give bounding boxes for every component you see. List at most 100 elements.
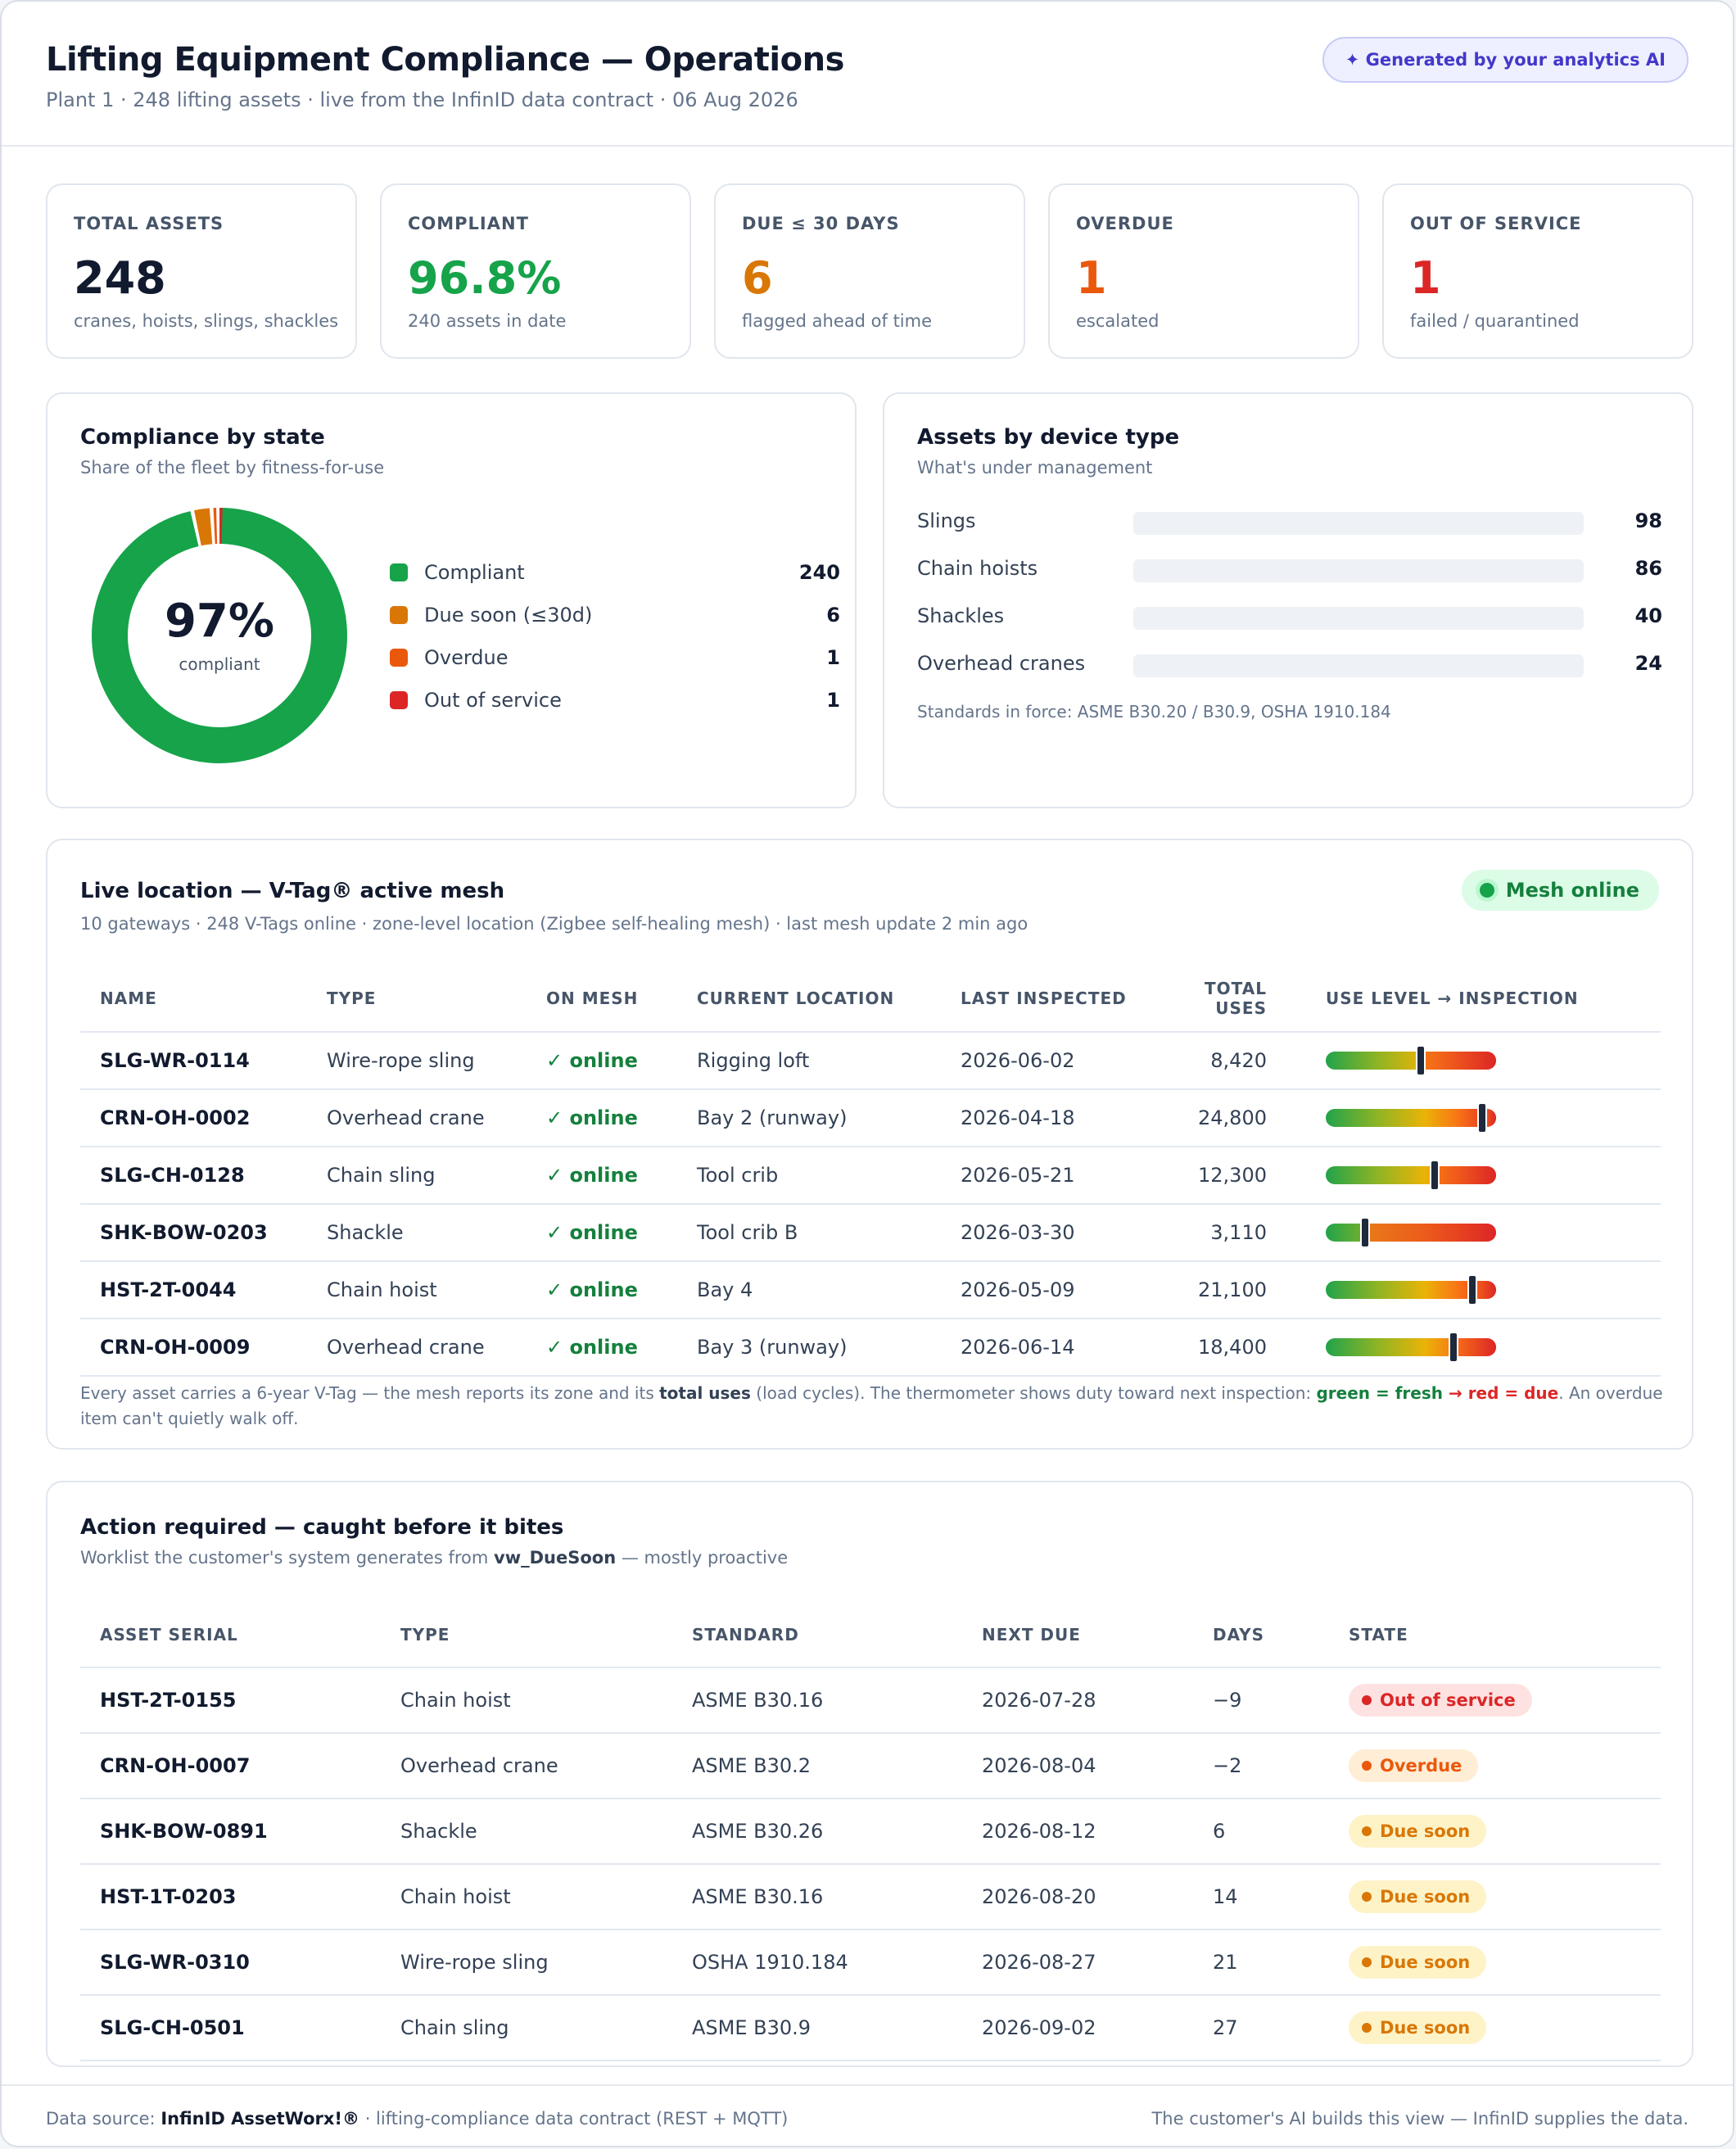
use-level-thermometer (1326, 1045, 1496, 1076)
ai-generated-badge[interactable]: ✦ Generated by your analytics AI (1322, 37, 1689, 83)
standard: ASME B30.16 (672, 1864, 962, 1930)
use-level-cell (1306, 1147, 1661, 1205)
subtitle-text: — mostly proactive (616, 1548, 789, 1568)
mesh-status: ✓ online (527, 1032, 677, 1090)
note-text: Every asset carries a 6-year V-Tag — the… (80, 1383, 660, 1403)
next-due: 2026-09-02 (962, 1995, 1193, 2061)
days-remaining: −2 (1193, 1733, 1329, 1799)
note-text: (load cycles). The thermometer shows dut… (750, 1383, 1317, 1403)
device-type-bar-track (1133, 559, 1584, 582)
legend-label: Compliant (424, 561, 525, 584)
table-row[interactable]: HST-2T-0044 Chain hoist ✓ online Bay 4 2026-… (80, 1261, 1661, 1319)
table-row[interactable]: CRN-OH-0007 Overhead crane ASME B30.2 2026-… (80, 1733, 1661, 1799)
status-badge: Due soon (1349, 1880, 1487, 1913)
next-due: 2026-08-12 (962, 1798, 1193, 1865)
live-location-table: NAME TYPE ON MESH CURRENT LOCATION LAST … (80, 965, 1661, 1377)
column-header-next-due[interactable]: NEXT DUE (962, 1602, 1193, 1668)
legend-swatch (390, 691, 408, 709)
last-inspected: 2026-06-14 (941, 1319, 1129, 1377)
use-level-thermometer (1326, 1160, 1496, 1191)
table-row[interactable]: SHK-BOW-0891 Shackle ASME B30.26 2026-08-12… (80, 1798, 1661, 1865)
column-header-on-mesh[interactable]: ON MESH (527, 965, 677, 1033)
column-header-location[interactable]: CURRENT LOCATION (677, 965, 941, 1033)
thermometer-marker (1430, 1160, 1440, 1191)
asset-type: Overhead crane (307, 1319, 527, 1377)
device-type-row-shackles: Shackles 40 (917, 602, 1662, 635)
card-subtitle: Share of the fleet by fitness-for-use (80, 458, 385, 477)
asset-name: HST-2T-0044 (80, 1261, 307, 1319)
standard: ASME B30.26 (672, 1798, 962, 1865)
legend-label: Out of service (424, 689, 562, 712)
column-header-type[interactable]: TYPE (307, 965, 527, 1033)
device-type-label: Slings (917, 509, 976, 532)
column-header-name[interactable]: NAME (80, 965, 307, 1033)
thermometer-remaining (1433, 1166, 1496, 1184)
device-type-bar-track (1133, 607, 1584, 630)
table-row[interactable]: SLG-CH-0128 Chain sling ✓ online Tool crib 2… (80, 1147, 1661, 1205)
mesh-status: ✓ online (527, 1147, 677, 1205)
asset-type: Wire-rope sling (307, 1032, 527, 1090)
kpi-note: cranes, hoists, slings, shackles (74, 311, 339, 331)
column-header-days[interactable]: DAYS (1193, 1602, 1329, 1668)
column-header-standard[interactable]: STANDARD (672, 1602, 962, 1668)
status-dot-icon (1362, 1761, 1372, 1771)
asset-type: Shackle (307, 1204, 527, 1262)
device-type-bar-track (1133, 654, 1584, 677)
column-header-state[interactable]: STATE (1329, 1602, 1661, 1668)
legend-item-due-soon: Due soon (≤30d) 6 (390, 602, 873, 645)
table-row[interactable]: SLG-WR-0310 Wire-rope sling OSHA 1910.184 2… (80, 1930, 1661, 1996)
table-row[interactable]: CRN-OH-0009 Overhead crane ✓ online Bay 3 (… (80, 1319, 1661, 1377)
table-row[interactable]: SHK-BOW-0203 Shackle ✓ online Tool crib B 20… (80, 1204, 1661, 1262)
use-level-thermometer (1326, 1217, 1496, 1248)
asset-name: SLG-CH-0128 (80, 1147, 307, 1205)
note-arrow-text: → (1443, 1383, 1468, 1403)
table-row[interactable]: CRN-OH-0002 Overhead crane ✓ online Bay 2 (… (80, 1089, 1661, 1147)
donut-slice-compliant[interactable] (92, 508, 347, 763)
legend-value: 1 (826, 646, 840, 669)
days-remaining: −9 (1193, 1667, 1329, 1734)
status-badge: Due soon (1349, 2011, 1487, 2044)
table-row[interactable]: HST-1T-0203 Chain hoist ASME B30.16 2026-08… (80, 1864, 1661, 1930)
column-header-type[interactable]: TYPE (381, 1602, 672, 1668)
table-row[interactable]: HST-2T-0155 Chain hoist ASME B30.16 2026-07… (80, 1667, 1661, 1734)
standard: ASME B30.9 (672, 1995, 962, 2061)
table-row[interactable]: SLG-WR-0114 Wire-rope sling ✓ online Riggin… (80, 1032, 1661, 1090)
column-header-use-level[interactable]: USE LEVEL → INSPECTION (1306, 965, 1661, 1033)
mesh-status: ✓ online (527, 1319, 677, 1377)
last-inspected: 2026-05-21 (941, 1147, 1129, 1205)
kpi-note: failed / quarantined (1410, 311, 1580, 331)
legend-label: Due soon (≤30d) (424, 604, 593, 627)
table-header-row: ASSET SERIAL TYPE STANDARD NEXT DUE DAYS… (80, 1602, 1661, 1668)
mesh-status: ✓ online (527, 1261, 677, 1319)
column-header-total-uses[interactable]: TOTAL USES (1129, 965, 1306, 1033)
device-type-label: Overhead cranes (917, 652, 1086, 675)
legend-item-overdue: Overdue 1 (390, 645, 873, 687)
current-location: Bay 2 (runway) (677, 1089, 941, 1147)
standard: ASME B30.16 (672, 1667, 962, 1734)
kpi-card-out-of-service: OUT OF SERVICE 1 failed / quarantined (1382, 183, 1693, 359)
next-due: 2026-08-27 (962, 1930, 1193, 1996)
column-header-asset-serial[interactable]: ASSET SERIAL (80, 1602, 381, 1668)
column-header-last-inspected[interactable]: LAST INSPECTED (941, 965, 1129, 1033)
device-type-count: 86 (1634, 557, 1662, 580)
card-subtitle: 10 gateways · 248 V-Tags online · zone-l… (80, 914, 1028, 934)
kpi-value: 6 (742, 252, 773, 304)
total-uses: 8,420 (1129, 1032, 1306, 1090)
thermometer-remaining (1419, 1052, 1496, 1070)
status-label: Out of service (1380, 1690, 1516, 1710)
thermometer-marker (1448, 1332, 1458, 1363)
status-dot-icon (1362, 1695, 1372, 1705)
legend-swatch (390, 606, 408, 624)
total-uses: 3,110 (1129, 1204, 1306, 1262)
table-row[interactable]: SLG-CH-0501 Chain sling ASME B30.9 2026-09-… (80, 1995, 1661, 2061)
kpi-note: escalated (1076, 311, 1160, 331)
legend-value: 6 (826, 604, 840, 627)
use-level-cell (1306, 1319, 1661, 1377)
compliance-donut-chart (92, 508, 347, 763)
asset-name: CRN-OH-0009 (80, 1319, 307, 1377)
compliance-by-state-card: Compliance by state Share of the fleet b… (46, 392, 857, 808)
legend-value: 1 (826, 689, 840, 712)
asset-type: Overhead crane (381, 1733, 672, 1799)
page-header: Lifting Equipment Compliance — Operation… (2, 2, 1733, 147)
